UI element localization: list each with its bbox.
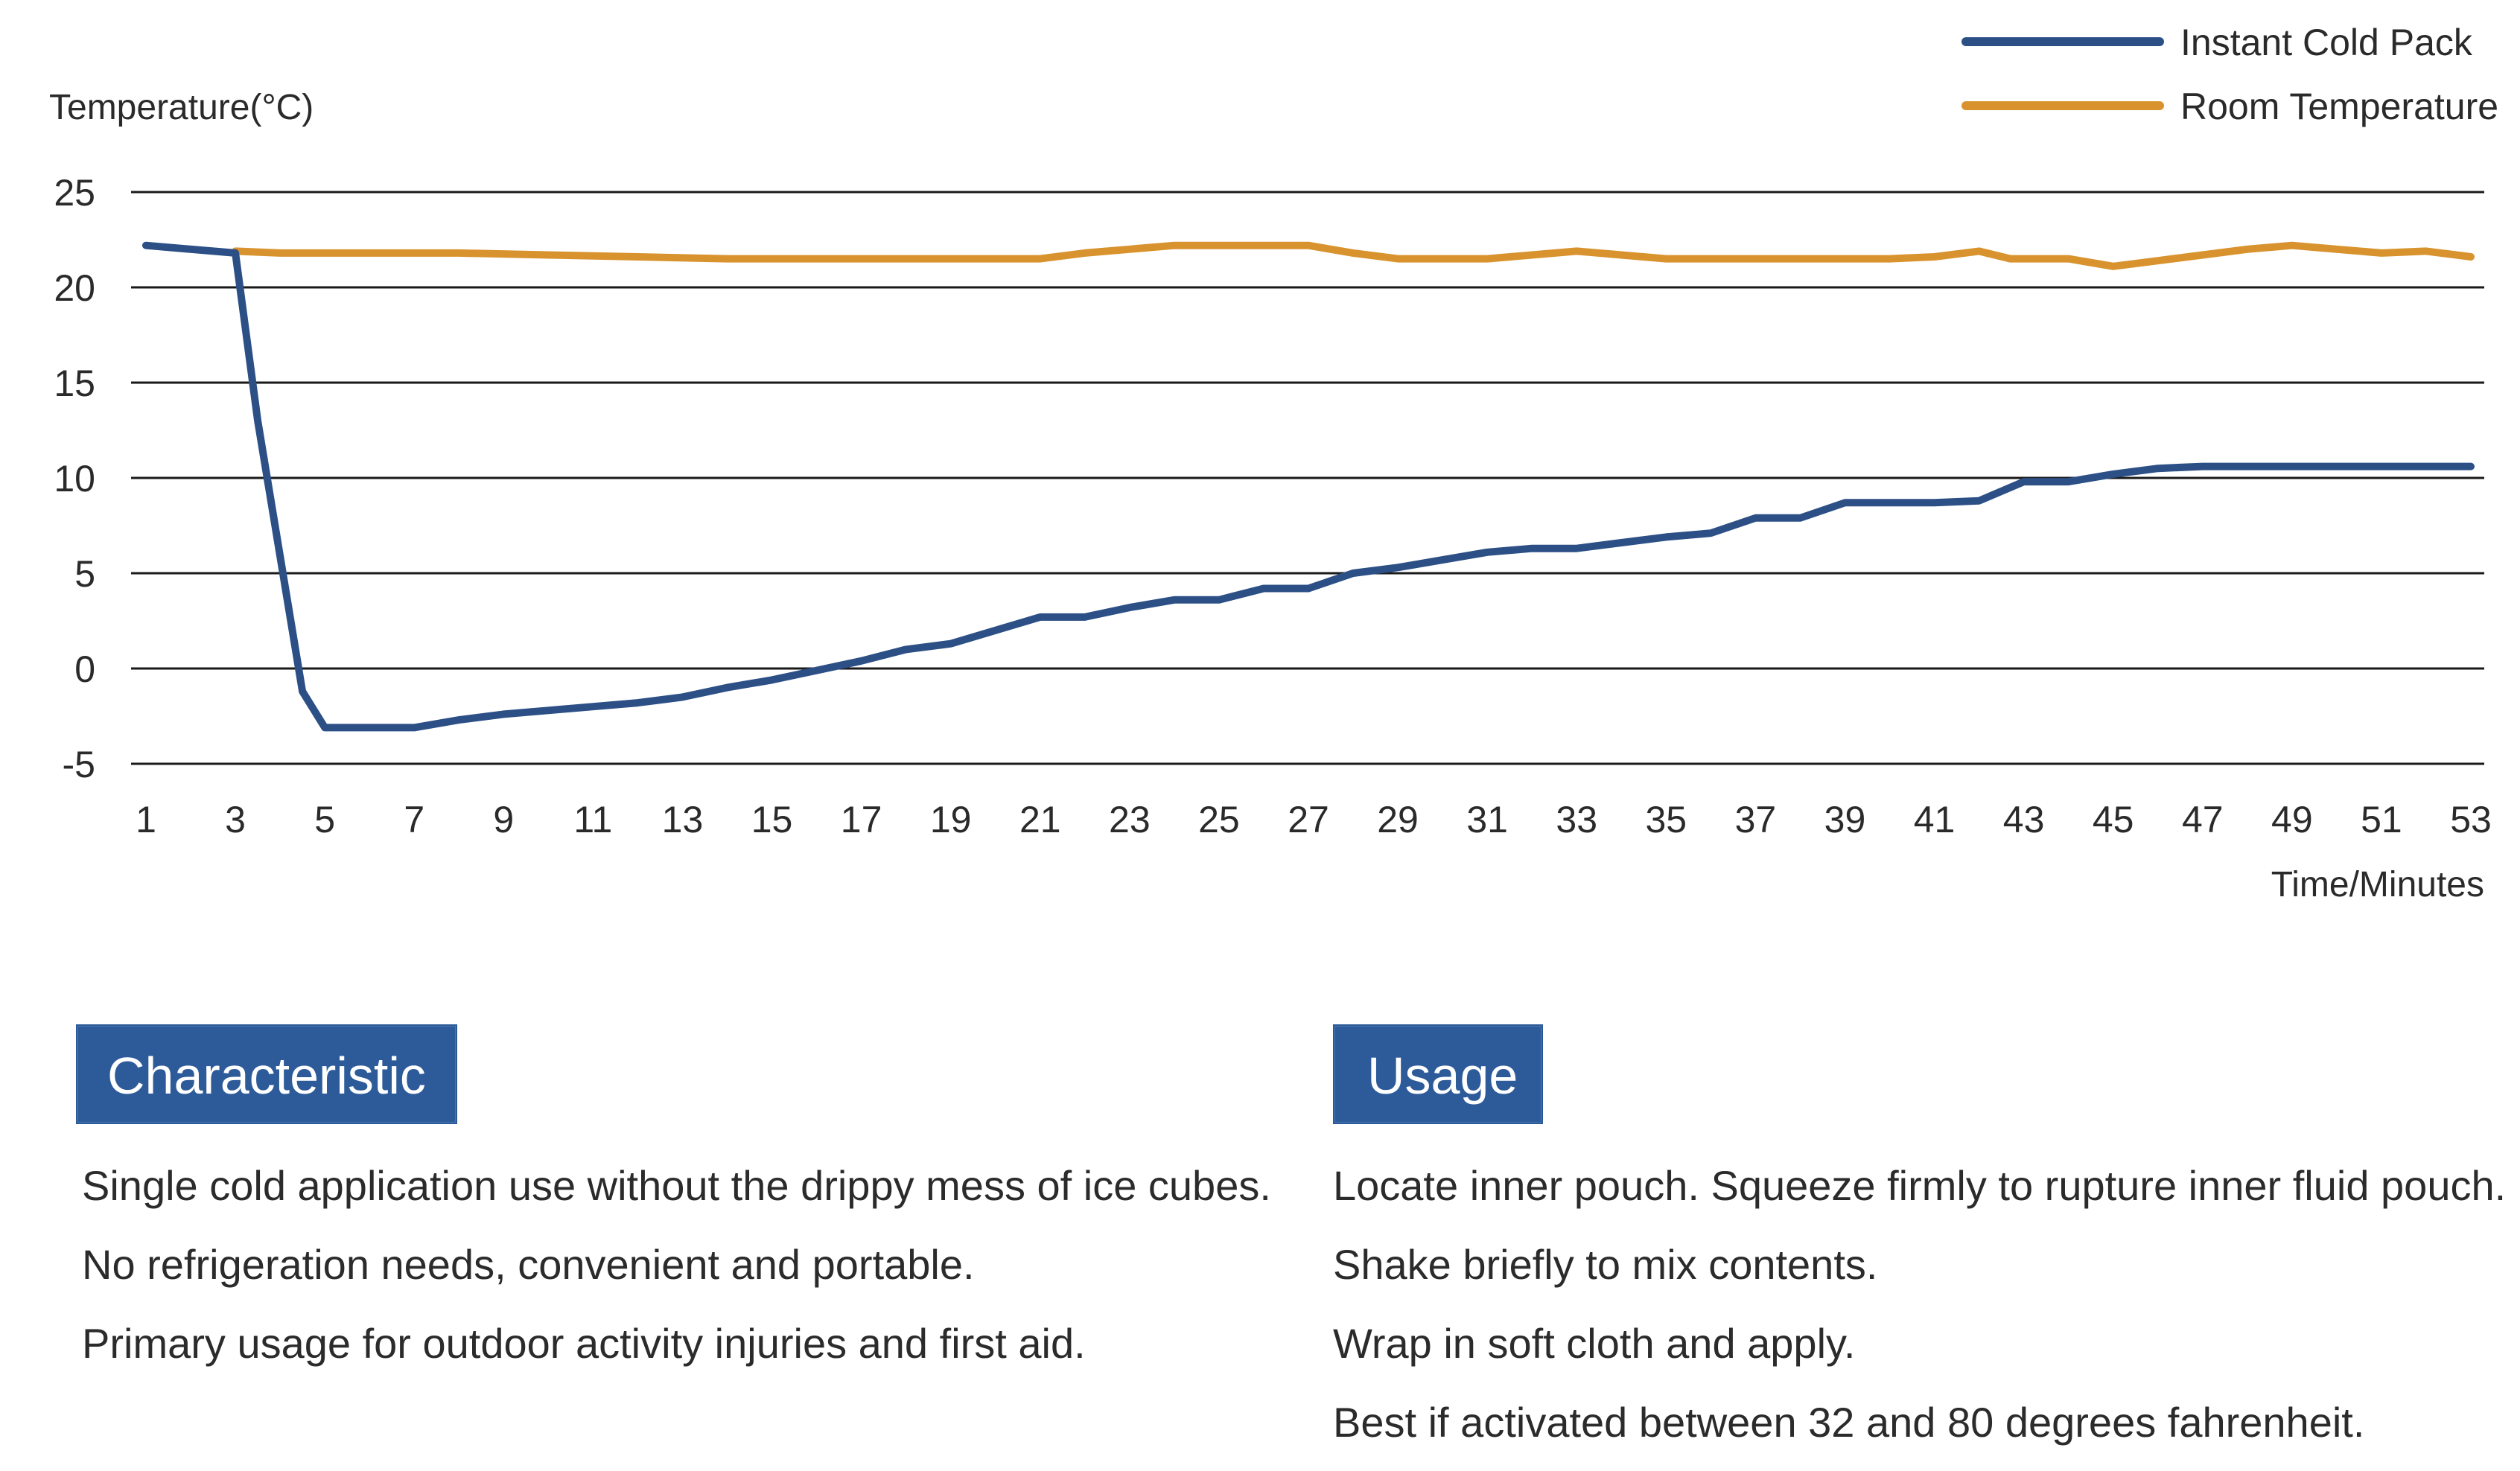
- x-tick-label: 51: [2361, 799, 2402, 840]
- x-tick-label: 21: [1019, 799, 1061, 840]
- x-tick-label: 41: [1914, 799, 1956, 840]
- x-tick-label: 11: [573, 799, 612, 840]
- x-tick-label: 17: [841, 799, 882, 840]
- x-tick-label: 7: [404, 799, 424, 840]
- usage-heading: Usage: [1333, 1024, 1543, 1124]
- y-axis-ticks: 25 20 15 10 5 0 -5: [54, 172, 95, 785]
- x-tick-label: 31: [1466, 799, 1508, 840]
- usage-item: Locate inner pouch. Squeeze firmly to ru…: [1333, 1162, 2507, 1209]
- x-tick-label: 23: [1109, 799, 1151, 840]
- y-tick-label: 10: [54, 458, 95, 500]
- x-tick-label: 19: [930, 799, 972, 840]
- x-tick-label: 3: [225, 799, 246, 840]
- characteristic-item: No refrigeration needs, convenient and p…: [82, 1241, 975, 1288]
- usage-item: Best if activated between 32 and 80 degr…: [1333, 1399, 2365, 1446]
- y-tick-label: 5: [74, 553, 95, 595]
- x-tick-label: 37: [1735, 799, 1777, 840]
- x-tick-label: 9: [493, 799, 514, 840]
- usage-list: Locate inner pouch. Squeeze firmly to ru…: [1333, 1146, 2510, 1462]
- y-tick-label: 20: [54, 267, 95, 309]
- x-tick-label: 29: [1377, 799, 1419, 840]
- x-tick-label: 15: [751, 799, 793, 840]
- x-tick-label: 53: [2450, 799, 2492, 840]
- y-tick-label: 15: [54, 363, 95, 404]
- legend-label-room-temperature: Room Temperature: [2180, 86, 2498, 127]
- chart-legend: Instant Cold Pack Room Temperature: [1961, 22, 2498, 127]
- x-tick-label: 45: [2093, 799, 2134, 840]
- usage-panel: Usage Locate inner pouch. Squeeze firmly…: [1333, 1024, 2510, 1462]
- usage-item: Shake briefly to mix contents.: [1333, 1241, 1878, 1288]
- characteristic-item: Primary usage for outdoor activity injur…: [82, 1320, 1086, 1367]
- x-axis-label: Time/Minutes: [2271, 865, 2484, 904]
- legend-label-instant-cold-pack: Instant Cold Pack: [2180, 22, 2473, 63]
- characteristic-heading: Characteristic: [76, 1024, 457, 1124]
- y-tick-label: -5: [63, 744, 95, 785]
- x-tick-label: 13: [662, 799, 704, 840]
- x-tick-label: 5: [314, 799, 335, 840]
- characteristic-list: Single cold application use without the …: [76, 1146, 1297, 1383]
- y-axis-label: Temperature(°C): [49, 88, 314, 127]
- x-tick-label: 27: [1288, 799, 1329, 840]
- usage-item: Wrap in soft cloth and apply.: [1333, 1320, 1856, 1367]
- series-line-instant-cold-pack: [142, 241, 2475, 732]
- y-tick-label: 25: [54, 172, 95, 214]
- x-tick-label: 47: [2182, 799, 2224, 840]
- characteristic-panel: Characteristic Single cold application u…: [76, 1024, 1297, 1383]
- x-tick-label: 33: [1556, 799, 1597, 840]
- series-line-room-temperature: [232, 241, 2475, 270]
- characteristic-item: Single cold application use without the …: [82, 1162, 1271, 1209]
- series-lines: [142, 241, 2475, 732]
- x-tick-label: 39: [1824, 799, 1866, 840]
- x-tick-label: 1: [136, 799, 156, 840]
- x-tick-label: 35: [1645, 799, 1687, 840]
- x-tick-label: 25: [1198, 799, 1240, 840]
- grid-lines: [131, 191, 2484, 765]
- x-tick-label: 43: [2003, 799, 2045, 840]
- y-tick-label: 0: [74, 648, 95, 690]
- x-tick-label: 49: [2271, 799, 2313, 840]
- x-axis-ticks: 1 3 5 7 9 11 13 15 17 19 21 23 25 27 29 31 33 35 37 39 41 43 4…: [136, 799, 2492, 840]
